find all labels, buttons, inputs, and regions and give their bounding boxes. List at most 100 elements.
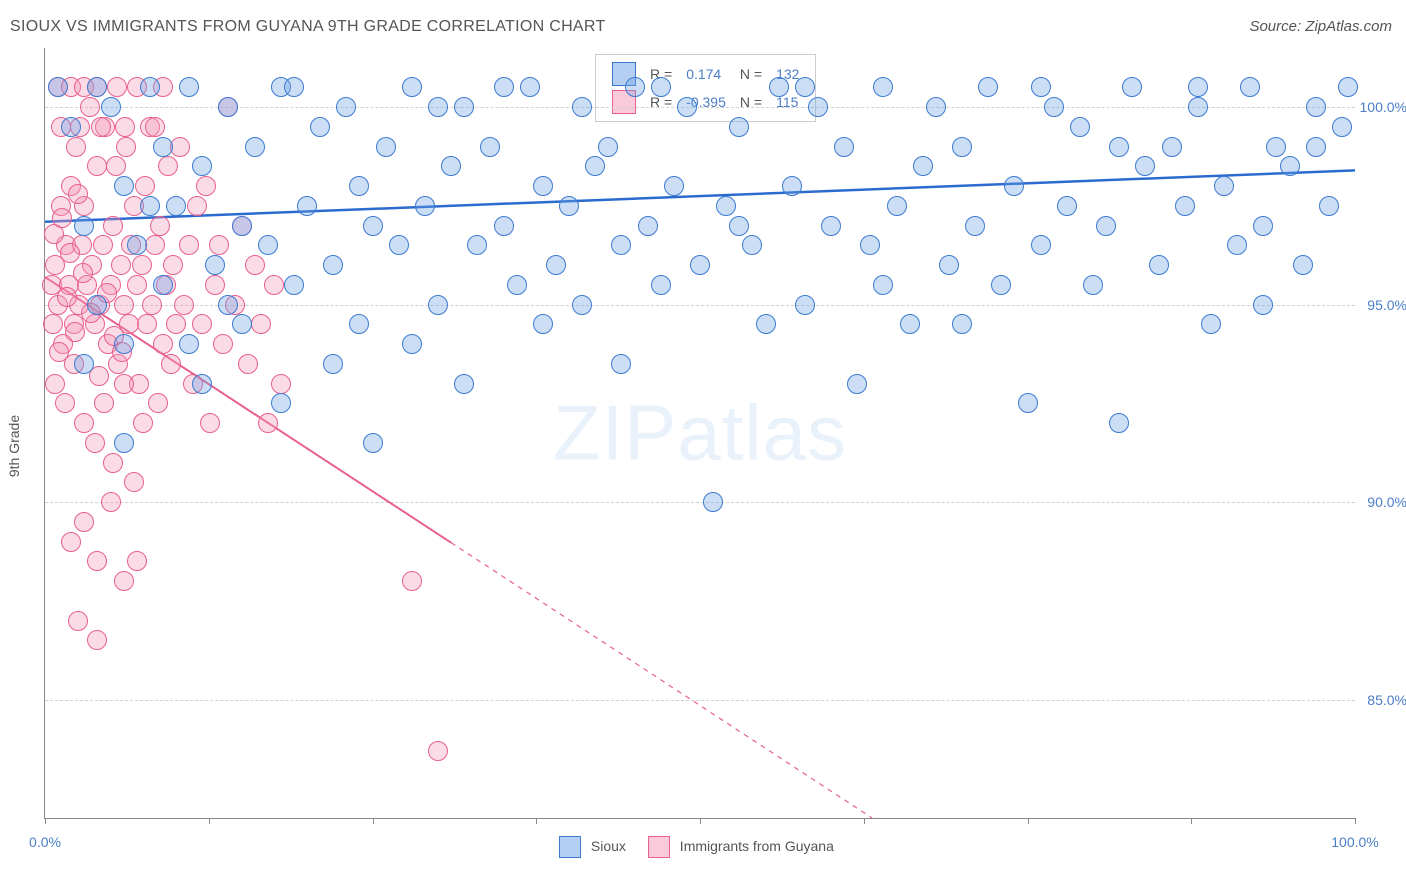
data-point-sioux bbox=[1319, 196, 1339, 216]
data-point-sioux bbox=[729, 216, 749, 236]
data-point-guyana bbox=[103, 216, 123, 236]
data-point-sioux bbox=[611, 235, 631, 255]
data-point-guyana bbox=[68, 184, 88, 204]
data-point-sioux bbox=[1227, 235, 1247, 255]
data-point-sioux bbox=[1109, 413, 1129, 433]
y-tick-label: 90.0% bbox=[1359, 494, 1406, 510]
data-point-guyana bbox=[68, 611, 88, 631]
data-point-sioux bbox=[363, 216, 383, 236]
data-point-guyana bbox=[166, 314, 186, 334]
y-axis-label: 9th Grade bbox=[6, 415, 22, 477]
data-point-sioux bbox=[860, 235, 880, 255]
data-point-guyana bbox=[103, 453, 123, 473]
data-point-sioux bbox=[1306, 97, 1326, 117]
data-point-guyana bbox=[271, 374, 291, 394]
data-point-sioux bbox=[782, 176, 802, 196]
x-tick-label: 100.0% bbox=[1331, 834, 1378, 850]
y-tick-label: 95.0% bbox=[1359, 297, 1406, 313]
data-point-sioux bbox=[363, 433, 383, 453]
data-point-guyana bbox=[57, 287, 77, 307]
data-point-sioux bbox=[402, 77, 422, 97]
data-point-guyana bbox=[43, 314, 63, 334]
data-point-sioux bbox=[795, 77, 815, 97]
x-tick-label: 0.0% bbox=[29, 834, 61, 850]
gridline bbox=[45, 502, 1355, 503]
data-point-sioux bbox=[87, 295, 107, 315]
chart-container: SIOUX VS IMMIGRANTS FROM GUYANA 9TH GRAD… bbox=[0, 0, 1406, 892]
data-point-sioux bbox=[1122, 77, 1142, 97]
data-point-guyana bbox=[114, 571, 134, 591]
data-point-sioux bbox=[690, 255, 710, 275]
x-tick bbox=[1355, 818, 1356, 824]
data-point-guyana bbox=[94, 393, 114, 413]
data-point-sioux bbox=[1149, 255, 1169, 275]
plot-area: ZIPatlas R =0.174N =132R =-0.395N =115 8… bbox=[44, 48, 1355, 819]
data-point-guyana bbox=[251, 314, 271, 334]
data-point-sioux bbox=[873, 77, 893, 97]
data-point-sioux bbox=[114, 433, 134, 453]
data-point-sioux bbox=[454, 97, 474, 117]
data-point-guyana bbox=[87, 551, 107, 571]
x-tick bbox=[1028, 818, 1029, 824]
data-point-guyana bbox=[132, 255, 152, 275]
data-point-sioux bbox=[1253, 216, 1273, 236]
data-point-sioux bbox=[1031, 235, 1051, 255]
data-point-guyana bbox=[45, 374, 65, 394]
data-point-guyana bbox=[161, 354, 181, 374]
data-point-guyana bbox=[80, 97, 100, 117]
data-point-sioux bbox=[533, 314, 553, 334]
data-point-guyana bbox=[61, 532, 81, 552]
data-point-guyana bbox=[163, 255, 183, 275]
data-point-sioux bbox=[585, 156, 605, 176]
data-point-sioux bbox=[271, 393, 291, 413]
data-point-guyana bbox=[74, 413, 94, 433]
x-tick bbox=[45, 818, 46, 824]
data-point-sioux bbox=[546, 255, 566, 275]
data-point-guyana bbox=[153, 334, 173, 354]
x-tick bbox=[536, 818, 537, 824]
data-point-sioux bbox=[900, 314, 920, 334]
data-point-sioux bbox=[61, 117, 81, 137]
data-point-sioux bbox=[467, 235, 487, 255]
data-point-sioux bbox=[284, 77, 304, 97]
data-point-sioux bbox=[795, 295, 815, 315]
data-point-sioux bbox=[1240, 77, 1260, 97]
series-legend: Sioux Immigrants from Guyana bbox=[559, 836, 856, 858]
data-point-guyana bbox=[174, 295, 194, 315]
chart-title: SIOUX VS IMMIGRANTS FROM GUYANA 9TH GRAD… bbox=[10, 18, 606, 36]
data-point-sioux bbox=[1096, 216, 1116, 236]
data-point-guyana bbox=[124, 472, 144, 492]
data-point-guyana bbox=[135, 176, 155, 196]
data-point-guyana bbox=[111, 255, 131, 275]
data-point-guyana bbox=[127, 551, 147, 571]
data-point-sioux bbox=[1070, 117, 1090, 137]
data-point-guyana bbox=[245, 255, 265, 275]
data-point-guyana bbox=[402, 571, 422, 591]
data-point-sioux bbox=[258, 235, 278, 255]
data-point-sioux bbox=[965, 216, 985, 236]
data-point-sioux bbox=[926, 97, 946, 117]
data-point-sioux bbox=[507, 275, 527, 295]
data-point-sioux bbox=[913, 156, 933, 176]
data-point-sioux bbox=[1162, 137, 1182, 157]
data-point-guyana bbox=[150, 216, 170, 236]
data-point-sioux bbox=[1031, 77, 1051, 97]
data-point-sioux bbox=[834, 137, 854, 157]
y-tick-label: 85.0% bbox=[1359, 692, 1406, 708]
data-point-sioux bbox=[598, 137, 618, 157]
data-point-sioux bbox=[114, 176, 134, 196]
data-point-guyana bbox=[49, 342, 69, 362]
data-point-sioux bbox=[349, 314, 369, 334]
data-point-sioux bbox=[821, 216, 841, 236]
swatch-sioux bbox=[559, 836, 581, 858]
data-point-guyana bbox=[209, 235, 229, 255]
data-point-guyana bbox=[127, 275, 147, 295]
data-point-guyana bbox=[101, 492, 121, 512]
data-point-sioux bbox=[664, 176, 684, 196]
data-point-sioux bbox=[402, 334, 422, 354]
data-point-sioux bbox=[192, 156, 212, 176]
data-point-sioux bbox=[952, 137, 972, 157]
data-point-guyana bbox=[145, 117, 165, 137]
legend-item-sioux: Sioux bbox=[559, 838, 626, 854]
data-point-guyana bbox=[148, 393, 168, 413]
